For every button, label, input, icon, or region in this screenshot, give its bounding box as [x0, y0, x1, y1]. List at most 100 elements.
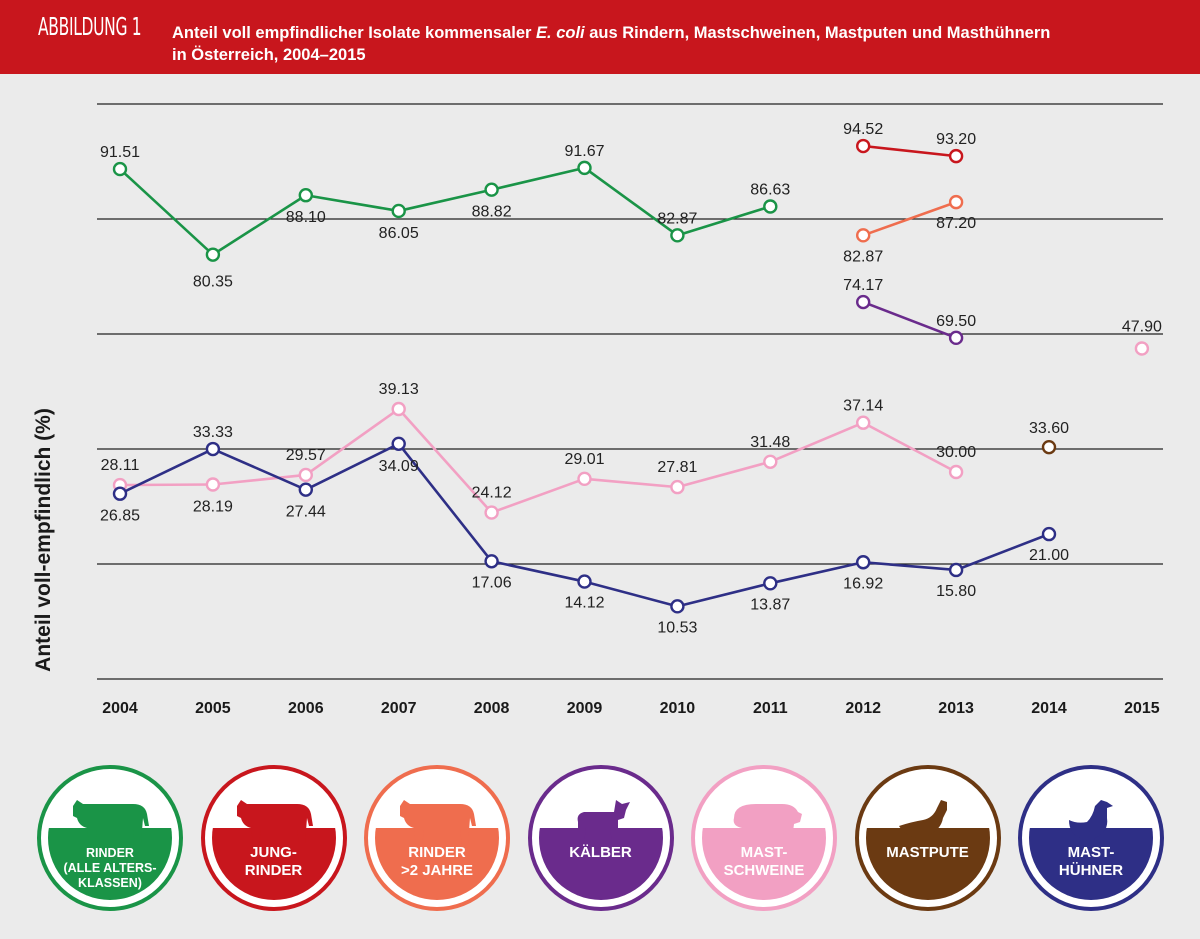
data-label-rinder2: 82.87 [843, 248, 883, 265]
series-line-mastschweine [212, 473, 306, 486]
data-label-masthuehner: 17.06 [472, 574, 512, 591]
data-point-masthuehner [298, 482, 313, 497]
data-point-rinder [763, 199, 778, 214]
series-line-masthuehner [863, 560, 957, 572]
series-line-mastschweine [491, 477, 585, 514]
data-label-mastschweine: 47.90 [1122, 318, 1162, 335]
data-label-mastschweine: 31.48 [750, 434, 790, 451]
data-label-masthuehner: 14.12 [564, 595, 604, 612]
data-label-masthuehner: 33.33 [193, 424, 233, 441]
x-tick-label: 2011 [753, 700, 788, 717]
series-line-jungrinder [863, 144, 957, 158]
data-point-mastpute [1041, 439, 1057, 455]
data-label-masthuehner: 15.80 [936, 583, 976, 600]
x-tick-label: 2006 [288, 700, 324, 717]
series-line-masthuehner [770, 560, 864, 585]
legend-label: MAST- SCHWEINE [723, 844, 805, 879]
data-point-masthuehner [391, 436, 406, 451]
data-label-mastschweine: 29.57 [286, 447, 326, 464]
data-point-mastschweine [856, 415, 871, 430]
data-point-masthuehner [670, 599, 685, 614]
chart-title: Anteil voll empfindlicher Isolate kommen… [172, 22, 1172, 66]
data-point-rinder2 [948, 194, 964, 210]
figure-label: ABBILDUNG 1 [38, 12, 142, 41]
data-label-rinder: 82.87 [657, 210, 697, 227]
line-chart: 2004 2005 2006 2007 2008 2009 2010 2011 2012 2013… [97, 103, 1163, 717]
badge-fill [375, 828, 499, 900]
legend-label: RINDER >2 JAHRE [400, 844, 474, 879]
data-label-mastschweine: 30.00 [936, 444, 976, 461]
data-label-mastschweine: 39.13 [379, 381, 419, 398]
series-line-masthuehner [677, 582, 771, 608]
legend: RINDER (ALLE ALTERS- KLASSEN) JUNG- RINDE… [0, 755, 1200, 935]
data-label-masthuehner: 26.85 [100, 508, 140, 525]
series-line-rinder [212, 194, 307, 256]
data-point-mastschweine [205, 477, 221, 492]
data-label-kaelber: 74.17 [843, 277, 883, 294]
data-label-rinder2: 87.20 [936, 215, 976, 232]
data-label-jungrinder: 93.20 [936, 131, 976, 148]
data-point-rinder [298, 188, 313, 203]
data-point-rinder [484, 182, 499, 197]
series-line-rinder [305, 193, 399, 213]
data-point-rinder [670, 228, 685, 243]
x-tick-label: 2009 [567, 700, 603, 717]
legend-badge-rinder: RINDER (ALLE ALTERS- KLASSEN) [37, 765, 183, 911]
data-label-rinder: 88.82 [472, 204, 512, 221]
data-label-masthuehner: 16.92 [843, 575, 883, 592]
series-line-masthuehner [119, 447, 214, 495]
data-label-masthuehner: 21.00 [1029, 547, 1069, 564]
series-line-mastschweine [397, 408, 493, 514]
legend-badge-mastpute: MASTPUTE [854, 765, 1001, 911]
badge-inner: RINDER >2 JAHRE [375, 776, 499, 900]
x-tick-label: 2007 [381, 700, 417, 717]
series-line-rinder [119, 168, 214, 256]
data-point-rinder2 [856, 228, 871, 243]
series-line-masthuehner [491, 560, 585, 583]
series-line-kaelber [862, 300, 957, 340]
data-point-mastschweine [763, 454, 778, 469]
data-label-mastpute: 33.60 [1029, 420, 1069, 437]
data-point-masthuehner [763, 576, 778, 591]
x-tick-label: 2015 [1124, 700, 1160, 717]
badge-inner: MAST- HÜHNER [1029, 776, 1153, 900]
data-point-mastschweine [298, 467, 313, 483]
series-line-mastschweine [862, 421, 957, 474]
figure-header: ABBILDUNG 1 Anteil voll empfindlicher Is… [0, 0, 1200, 74]
legend-badge-mastschweine: MAST- SCHWEINE [691, 765, 837, 911]
badge-fill [211, 828, 336, 900]
data-point-mastschweine [391, 401, 406, 417]
title-line2: in Österreich, 2004–2015 [172, 46, 366, 64]
data-label-kaelber: 69.50 [936, 313, 976, 330]
turkey-icon [893, 796, 963, 857]
data-point-jungrinder [856, 138, 871, 154]
data-point-rinder [205, 247, 221, 262]
series-line-rinder [491, 166, 585, 191]
title-organism: E. coli [536, 24, 585, 42]
data-point-kaelber [856, 294, 871, 310]
badge-inner: RINDER (ALLE ALTERS- KLASSEN) [48, 776, 172, 900]
data-point-rinder [577, 160, 592, 176]
data-label-rinder: 91.51 [100, 144, 140, 161]
legend-badge-jungrinder: JUNG- RINDER [200, 765, 347, 911]
y-axis-label: Anteil voll-empfindlich (%) [32, 408, 55, 672]
series-line-mastschweine [305, 407, 400, 477]
data-point-rinder [391, 203, 406, 219]
series-line-rinder [583, 166, 679, 237]
data-label-jungrinder: 94.52 [843, 121, 883, 138]
data-label-rinder: 86.63 [750, 182, 790, 199]
title-part1: Anteil voll empfindlicher Isolate kommen… [172, 24, 537, 42]
x-tick-label: 2005 [195, 700, 231, 717]
data-point-masthuehner [577, 574, 592, 589]
series-line-mastschweine [119, 483, 213, 487]
series-line-masthuehner [305, 442, 400, 491]
data-label-rinder: 88.10 [286, 209, 326, 226]
series-line-masthuehner [212, 447, 307, 491]
pig-icon [724, 796, 804, 849]
legend-label: RINDER (ALLE ALTERS- KLASSEN) [63, 846, 157, 890]
data-point-mastschweine [484, 505, 499, 520]
x-tick-label: 2012 [845, 700, 881, 717]
data-point-mastschweine [1134, 341, 1150, 356]
series-line-rinder [398, 188, 492, 213]
badge-fill [702, 828, 826, 900]
